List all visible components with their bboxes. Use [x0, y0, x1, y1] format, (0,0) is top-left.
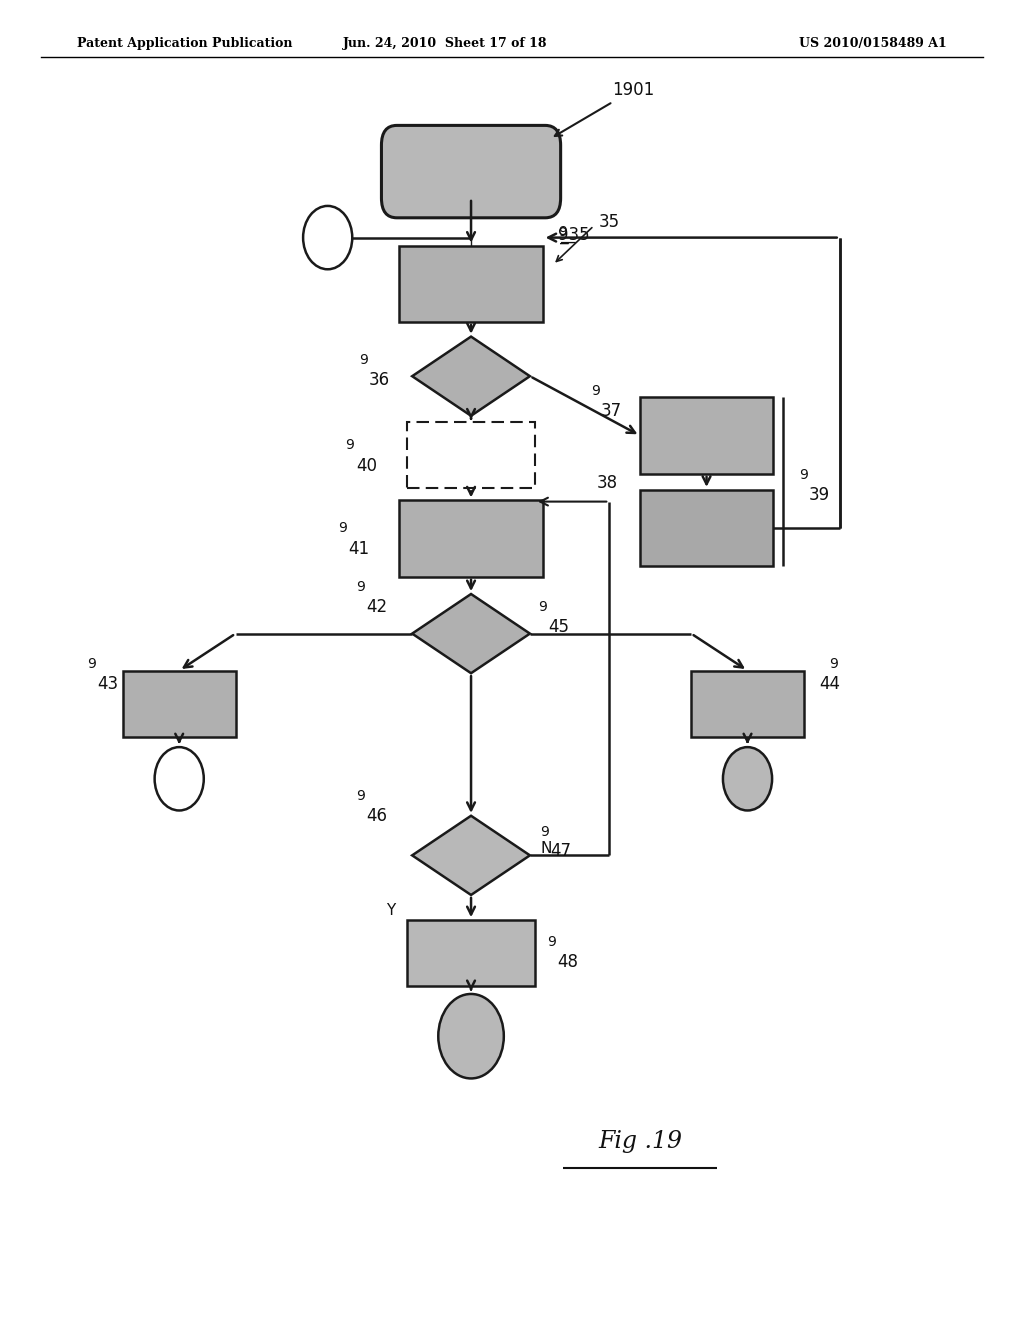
Text: 38: 38 — [597, 474, 618, 492]
Bar — [640, 397, 773, 474]
Text: 9: 9 — [547, 936, 556, 949]
Text: 9: 9 — [356, 581, 365, 594]
Text: 9: 9 — [541, 825, 549, 838]
Text: 42: 42 — [367, 598, 387, 616]
Text: 9: 9 — [591, 384, 600, 397]
Text: 39: 39 — [809, 486, 830, 504]
Text: 9: 9 — [356, 789, 365, 803]
Text: Fig .19: Fig .19 — [598, 1130, 682, 1154]
Text: 1901: 1901 — [555, 81, 654, 136]
Text: 48: 48 — [557, 953, 579, 972]
Text: 35: 35 — [599, 213, 621, 231]
Text: 37: 37 — [601, 401, 623, 420]
Text: Patent Application Publication: Patent Application Publication — [77, 37, 292, 50]
Text: 9: 9 — [346, 438, 354, 451]
Circle shape — [155, 747, 204, 810]
Text: Jun. 24, 2010  Sheet 17 of 18: Jun. 24, 2010 Sheet 17 of 18 — [343, 37, 548, 50]
Bar — [408, 422, 535, 488]
FancyBboxPatch shape — [381, 125, 561, 218]
Bar — [640, 490, 773, 566]
Text: 47: 47 — [551, 842, 571, 861]
Text: 41: 41 — [348, 540, 370, 558]
Text: 9: 9 — [829, 657, 839, 671]
Bar — [399, 246, 543, 322]
Text: 9: 9 — [539, 601, 547, 614]
Polygon shape — [412, 816, 530, 895]
Text: 9: 9 — [799, 469, 808, 482]
Text: 9̲͟35: 9̲͟35 — [558, 226, 590, 244]
Text: 40: 40 — [356, 457, 377, 475]
Bar — [691, 671, 804, 737]
Text: 36: 36 — [370, 371, 390, 389]
Bar — [408, 920, 535, 986]
Circle shape — [723, 747, 772, 810]
Text: 9: 9 — [359, 354, 368, 367]
Text: 44: 44 — [819, 675, 841, 693]
Text: 46: 46 — [367, 807, 387, 825]
Bar — [123, 671, 236, 737]
Text: 9: 9 — [87, 657, 96, 671]
Circle shape — [438, 994, 504, 1078]
Polygon shape — [412, 337, 530, 416]
Text: Y: Y — [387, 903, 396, 919]
Text: 45: 45 — [549, 618, 569, 636]
Circle shape — [303, 206, 352, 269]
Text: 43: 43 — [97, 675, 119, 693]
Text: 9: 9 — [338, 521, 347, 535]
Text: 9: 9 — [558, 226, 567, 239]
Text: N: N — [541, 841, 552, 857]
Text: US 2010/0158489 A1: US 2010/0158489 A1 — [800, 37, 947, 50]
Polygon shape — [412, 594, 530, 673]
Bar — [399, 500, 543, 577]
